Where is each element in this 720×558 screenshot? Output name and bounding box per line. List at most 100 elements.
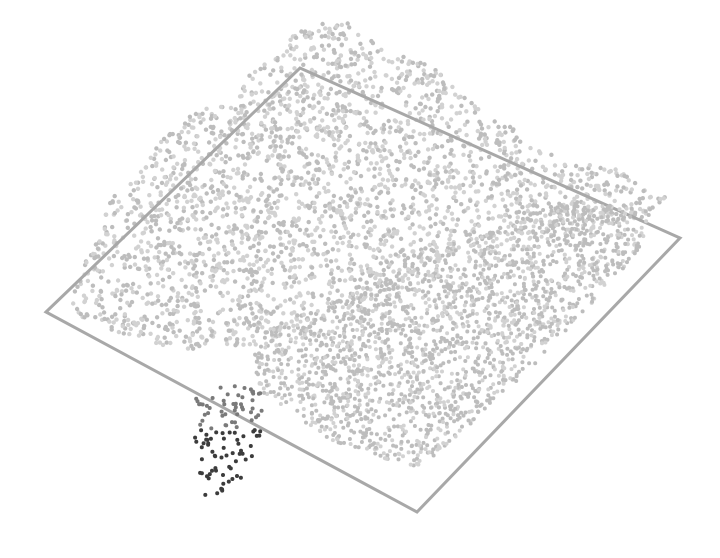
- point: [448, 266, 452, 270]
- point: [432, 454, 436, 458]
- point: [260, 362, 264, 366]
- point: [388, 287, 392, 291]
- point: [418, 132, 422, 136]
- point: [339, 196, 343, 200]
- point: [198, 471, 202, 475]
- point: [632, 228, 636, 232]
- point: [252, 263, 256, 267]
- point: [255, 360, 259, 364]
- point: [356, 71, 360, 75]
- point: [312, 174, 316, 178]
- point: [224, 154, 228, 158]
- point: [270, 211, 274, 215]
- point: [323, 355, 327, 359]
- point: [412, 450, 416, 454]
- point: [402, 323, 406, 327]
- point: [264, 204, 268, 208]
- point: [412, 371, 416, 375]
- point: [423, 347, 427, 351]
- point: [473, 370, 477, 374]
- point: [426, 290, 430, 294]
- point: [487, 317, 491, 321]
- point: [448, 152, 452, 156]
- point: [417, 324, 421, 328]
- point: [377, 336, 381, 340]
- point: [155, 315, 159, 319]
- point: [265, 159, 269, 163]
- point: [614, 188, 618, 192]
- point: [243, 162, 247, 166]
- point: [312, 201, 316, 205]
- point: [625, 260, 629, 264]
- point: [456, 268, 460, 272]
- point: [175, 304, 179, 308]
- point: [421, 280, 425, 284]
- point: [368, 76, 372, 80]
- point: [554, 223, 558, 227]
- point: [628, 215, 632, 219]
- point: [563, 253, 567, 257]
- point: [574, 274, 578, 278]
- point: [149, 229, 153, 233]
- point: [178, 136, 182, 140]
- point: [271, 189, 275, 193]
- point: [563, 319, 567, 323]
- point: [341, 241, 345, 245]
- point: [238, 258, 242, 262]
- point: [123, 312, 127, 316]
- point: [312, 240, 316, 244]
- point: [159, 266, 163, 270]
- point: [331, 108, 335, 112]
- point: [368, 227, 372, 231]
- point: [323, 428, 327, 432]
- point: [427, 450, 431, 454]
- point: [387, 297, 391, 301]
- point: [456, 418, 460, 422]
- point: [462, 273, 466, 277]
- point: [301, 99, 305, 103]
- point: [306, 291, 310, 295]
- point: [500, 275, 504, 279]
- point: [246, 236, 250, 240]
- point: [295, 129, 299, 133]
- point: [509, 331, 513, 335]
- point: [571, 216, 575, 220]
- point: [259, 345, 263, 349]
- point: [440, 312, 444, 316]
- point: [509, 202, 513, 206]
- point: [204, 235, 208, 239]
- point: [365, 447, 369, 451]
- point: [243, 113, 247, 117]
- point: [494, 264, 498, 268]
- point: [150, 302, 154, 306]
- point: [533, 220, 537, 224]
- point: [435, 145, 439, 149]
- point: [532, 252, 536, 256]
- point: [175, 295, 179, 299]
- point: [200, 210, 204, 214]
- point: [460, 425, 464, 429]
- point: [417, 168, 421, 172]
- point: [255, 329, 259, 333]
- point: [375, 432, 379, 436]
- point: [447, 205, 451, 209]
- point: [616, 245, 620, 249]
- point: [278, 376, 282, 380]
- point: [640, 226, 644, 230]
- point: [299, 72, 303, 76]
- point: [408, 324, 412, 328]
- point: [390, 60, 394, 64]
- point: [486, 217, 490, 221]
- point: [272, 149, 276, 153]
- point: [597, 188, 601, 192]
- point: [472, 417, 476, 421]
- point: [392, 287, 396, 291]
- point: [561, 308, 565, 312]
- point: [139, 170, 143, 174]
- point: [411, 307, 415, 311]
- point: [107, 256, 111, 260]
- point: [374, 375, 378, 379]
- point: [512, 274, 516, 278]
- point: [414, 358, 418, 362]
- point: [429, 355, 433, 359]
